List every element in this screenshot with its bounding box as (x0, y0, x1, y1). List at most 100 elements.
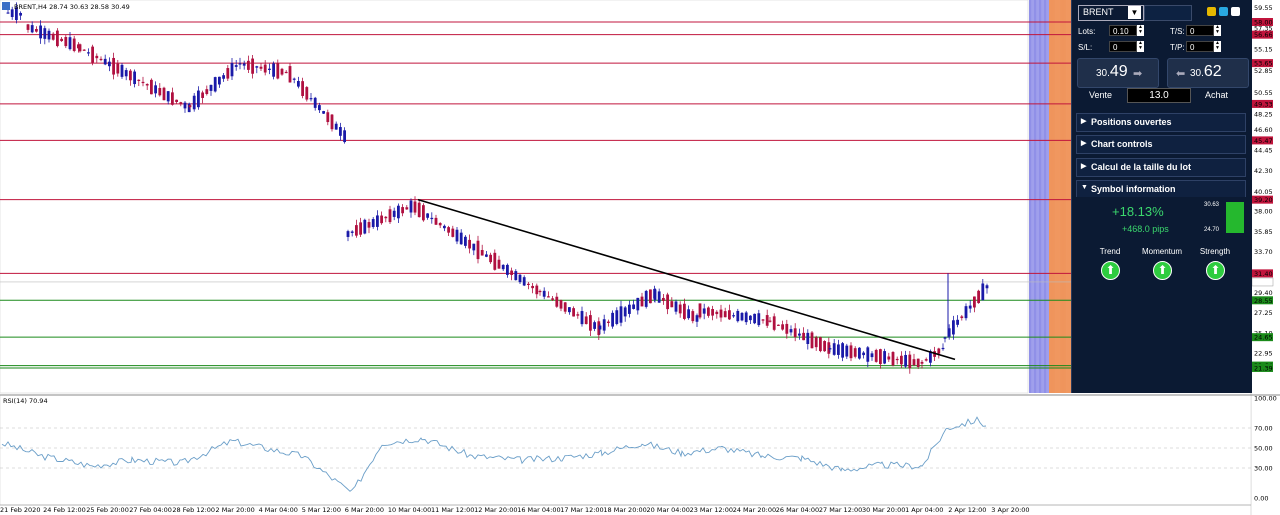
chevron-down-icon[interactable]: ▼ (1128, 6, 1141, 19)
price-tick-label: 22.95 (1254, 350, 1273, 358)
candle-body (60, 38, 63, 42)
current-price-badge (1251, 277, 1274, 287)
candle-body (518, 274, 522, 283)
candle-body (757, 313, 761, 326)
sl-input[interactable]: 0 (1109, 41, 1137, 52)
candle-body (489, 254, 492, 263)
section-open-positions[interactable]: ▶ Positions ouvertes (1076, 113, 1246, 132)
candle-body (222, 75, 225, 79)
candle-body (823, 341, 826, 352)
time-tick-label: 6 Mar 20:00 (345, 506, 384, 514)
spread-value: 13.0 (1127, 88, 1191, 103)
caret-right-icon: ▶ (1081, 163, 1087, 170)
candle-body (563, 302, 567, 312)
price-tick-label: 29.40 (1254, 289, 1273, 297)
tp-stepper[interactable]: ▲ ▼ (1214, 40, 1221, 52)
candle-body (64, 37, 68, 47)
candle-body (968, 305, 972, 309)
candle-body (367, 222, 371, 228)
candle-body (426, 213, 429, 218)
candle-body (124, 70, 128, 77)
price-level-badge (1252, 333, 1273, 342)
time-tick-label: 18 Mar 20:00 (603, 506, 646, 514)
time-tick-label: 26 Mar 04:00 (776, 506, 819, 514)
candle-body (91, 46, 94, 63)
time-tick-label: 21 Feb 2020 (0, 506, 40, 514)
caret-right-icon: ▶ (1081, 140, 1087, 147)
price-tick-label: 50.55 (1254, 89, 1273, 97)
candle-body (242, 63, 246, 66)
lots-label: Lots: (1078, 27, 1096, 36)
candle-body (593, 322, 596, 329)
candle-body (359, 222, 362, 235)
candle-body (376, 215, 379, 227)
candle-body (26, 24, 30, 30)
time-tick-label: 28 Feb 12:00 (172, 506, 215, 514)
tp-input[interactable]: 0 (1186, 41, 1214, 52)
sell-price-digits: 49 (1109, 63, 1128, 80)
buy-label: Achat (1205, 90, 1229, 100)
section-lot-size[interactable]: ▶ Calcul de la taille du lot (1076, 158, 1246, 177)
candle-body (789, 329, 793, 333)
lots-input[interactable]: 0.10 (1109, 25, 1137, 36)
candle-body (120, 64, 124, 77)
candle-body (531, 285, 534, 289)
copy-icon[interactable] (1207, 7, 1216, 16)
strength-label: Strength (1199, 247, 1231, 256)
sell-button[interactable]: 30.49 ➡ (1077, 58, 1159, 88)
section-label: Chart controls (1091, 139, 1153, 149)
candle-body (828, 348, 832, 350)
price-level-badge-label: 58.00 (1254, 19, 1273, 27)
future-stripe-orange (1055, 0, 1057, 393)
rsi-tick-label: 30.00 (1254, 465, 1273, 473)
buy-button[interactable]: ⬅ 30.62 (1167, 58, 1249, 88)
ts-input[interactable]: 0 (1186, 25, 1214, 36)
trend-label: Trend (1099, 247, 1121, 256)
candle-body (77, 44, 80, 49)
price-tick-label: 33.70 (1254, 248, 1273, 256)
close-icon[interactable] (1231, 7, 1240, 16)
candle-body (728, 310, 731, 320)
candle-body (179, 102, 183, 105)
candle-body (628, 304, 631, 314)
ts-stepper[interactable]: ▲ ▼ (1214, 24, 1221, 36)
candle-body (956, 319, 959, 325)
section-label: Positions ouvertes (1091, 117, 1172, 127)
symbol-search-input[interactable] (1144, 5, 1192, 21)
candle-body (662, 297, 665, 301)
candle-body (632, 304, 635, 309)
candle-body (292, 78, 296, 80)
time-tick-label: 24 Mar 20:00 (733, 506, 776, 514)
candle-body (707, 307, 710, 316)
candle-body (297, 81, 300, 87)
candle-body (649, 289, 652, 304)
candle-body (607, 321, 610, 323)
candle-body (145, 83, 149, 86)
candle-body (551, 298, 554, 300)
time-tick-label: 2 Apr 12:00 (948, 506, 986, 514)
future-stripe-orange (1053, 0, 1054, 393)
candle-body (691, 311, 695, 322)
candle-body (103, 58, 107, 65)
candle-body (158, 88, 162, 96)
candle-body (810, 332, 814, 349)
time-tick-label: 11 Mar 12:00 (431, 506, 474, 514)
candle-body (68, 37, 72, 50)
sl-stepper[interactable]: ▲ ▼ (1137, 40, 1144, 52)
candle-body (793, 328, 797, 338)
candle-body (572, 308, 575, 317)
candle-body (568, 307, 571, 313)
lots-stepper[interactable]: ▲ ▼ (1137, 24, 1144, 36)
candle-body (674, 301, 678, 312)
candle-body (514, 271, 518, 281)
future-stripe-orange (1054, 0, 1055, 393)
candle-body (973, 296, 976, 308)
symbol-select[interactable]: BRENT (1078, 5, 1144, 21)
settings-icon[interactable] (1219, 7, 1228, 16)
section-chart-controls[interactable]: ▶ Chart controls (1076, 135, 1246, 154)
candle-body (19, 12, 22, 16)
candle-body (371, 219, 375, 227)
candle-body (413, 201, 417, 213)
